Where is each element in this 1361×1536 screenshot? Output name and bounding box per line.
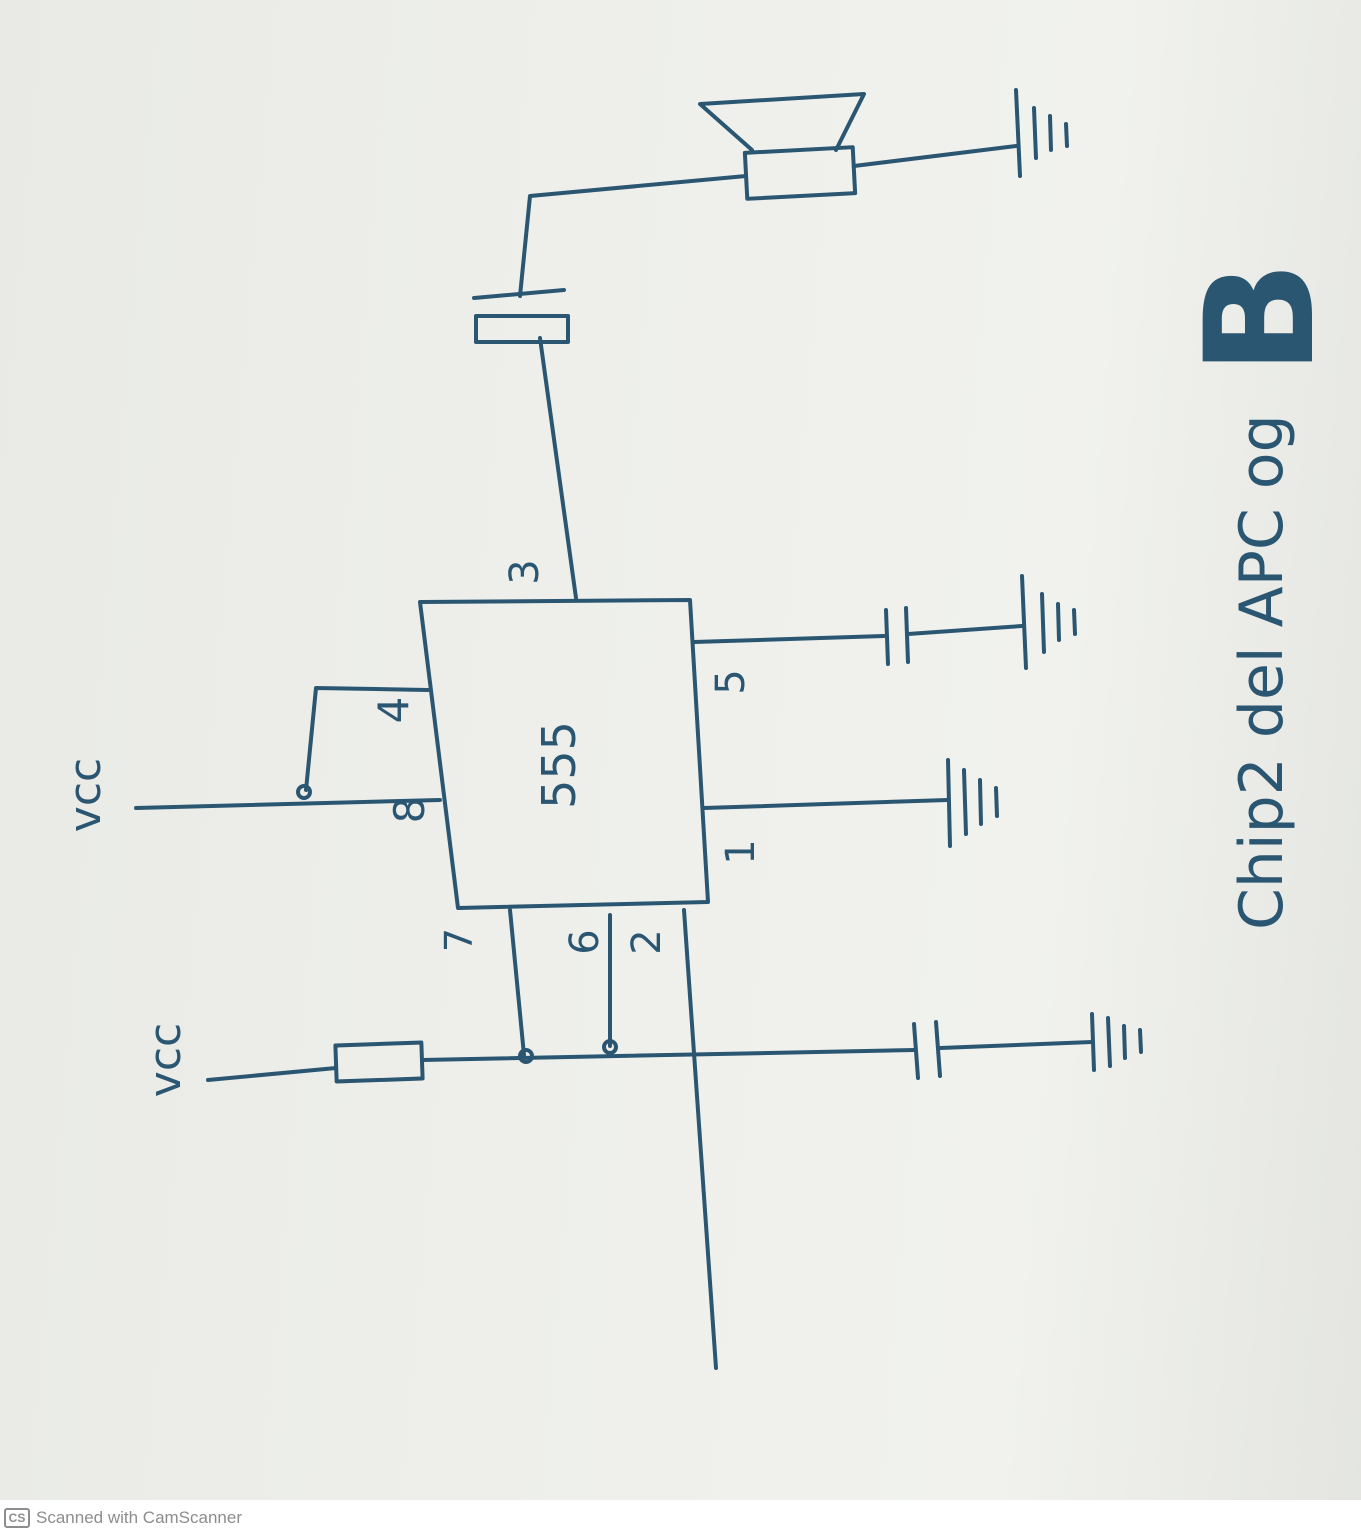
scan-footer: CS Scanned with CamScanner [0,1500,1361,1536]
wire-timing-bus [420,1048,916,1062]
pin-2-label: 2 [624,929,670,954]
ground-icon-timing [1090,1012,1143,1072]
junction-pin6 [602,1039,618,1055]
wire-pin5 [692,634,886,644]
capacitor-control [884,606,910,666]
wire-pin1-ground [702,798,950,810]
ground-icon-pin1 [946,758,999,848]
pin-4-label: 4 [369,697,418,724]
pin-6-label: 6 [562,929,608,954]
wire-timing-cap-ground [938,1040,1094,1050]
junction-vcc [296,784,312,800]
camscanner-watermark-text: Scanned with CamScanner [36,1508,243,1527]
speaker-cone-icon [698,92,866,152]
pin-7-label: 7 [437,928,481,952]
speaker-coil [742,145,858,201]
ground-icon-control [1020,574,1077,670]
capacitor-timing [912,1020,942,1080]
wire-pin7 [508,908,526,1057]
pin-8-label: 8 [385,797,434,824]
signature-mark: B [1174,261,1348,375]
vcc-left-label: vcc [140,1023,191,1097]
chip-label: 555 [532,721,586,809]
wire-pin8-vcc [134,798,442,810]
capacitor-output-box [474,314,570,344]
ground-icon-speaker [1014,88,1069,178]
pin-1-label: 1 [718,839,764,864]
wire-vcc-left [206,1066,338,1082]
wire-speaker-ground [852,144,1018,168]
wire-pin2-trigger [682,908,718,1370]
wire-output-speaker [518,174,748,298]
vcc-top-label: vcc [60,758,111,832]
pin-3-label: 3 [502,559,548,584]
wire-pin4 [304,686,430,792]
chip-555-body [418,598,710,910]
camscanner-logo-icon: CS [4,1508,30,1528]
wire-control-cap-ground [906,624,1024,636]
wire-pin3-output [538,336,578,600]
caption: Chip2 del APC og [1227,414,1297,930]
circuit-diagram: 555 4 8 vcc 7 6 2 vcc 3 5 1 Chi [60,88,1348,1370]
resistor [333,1040,425,1084]
pin-5-label: 5 [708,669,754,694]
